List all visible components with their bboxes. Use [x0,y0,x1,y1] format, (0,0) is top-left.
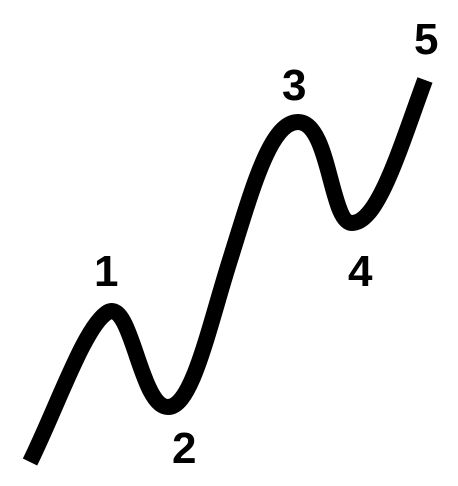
wave-label-2: 2 [172,424,196,473]
wave-label-5: 5 [414,15,438,64]
wave-label-4: 4 [348,247,373,296]
wave-label-3: 3 [282,61,306,110]
wave-label-1: 1 [94,247,118,296]
wave-line [22,77,433,466]
